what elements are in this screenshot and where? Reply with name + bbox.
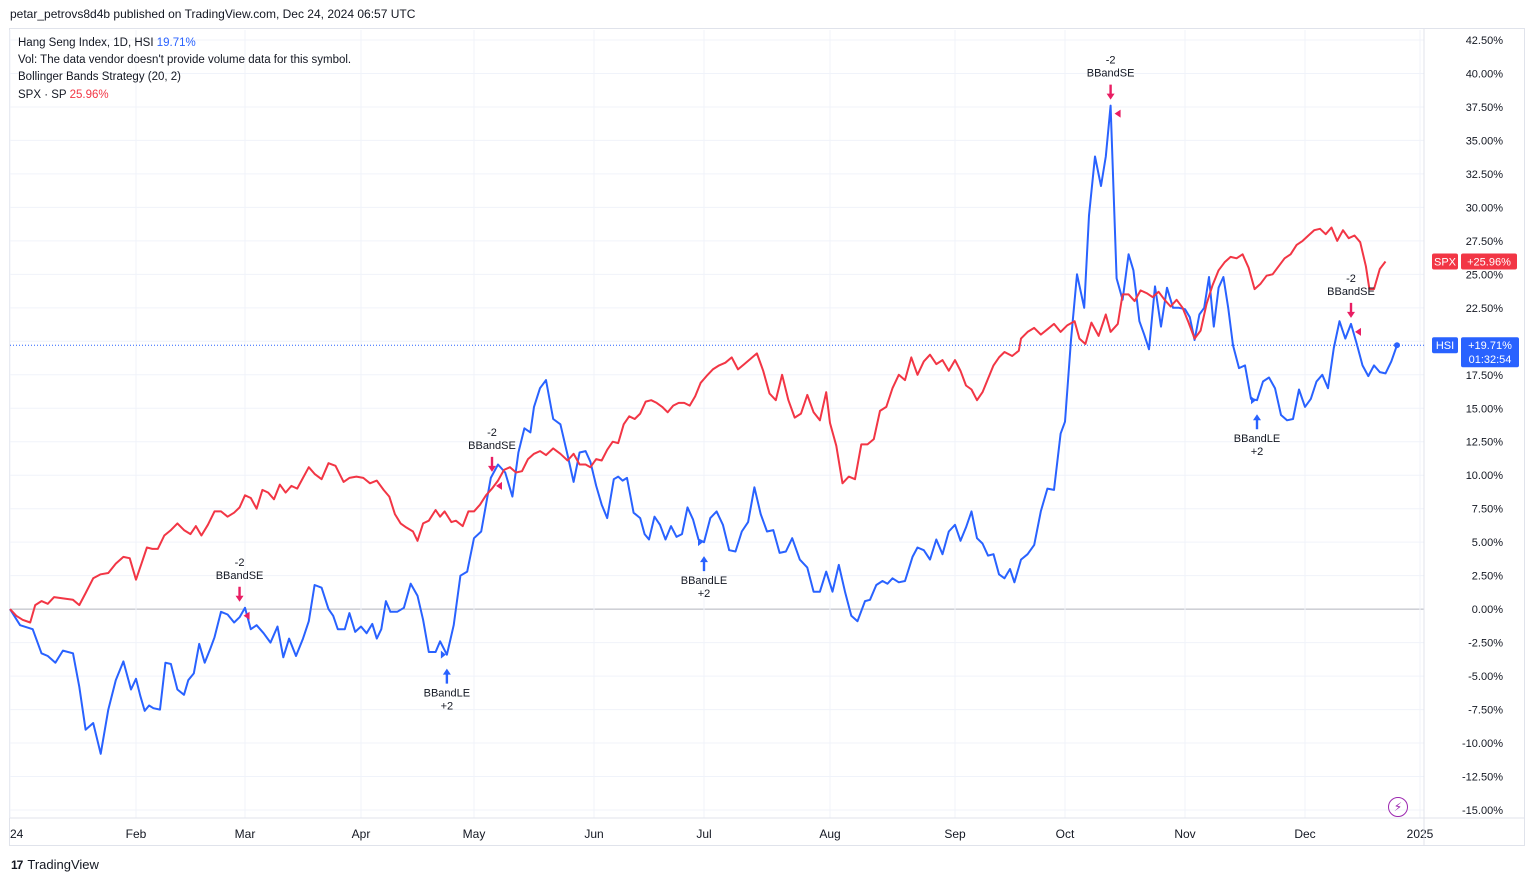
long-signal-arrow-icon — [1253, 414, 1261, 430]
y-tick-label: 0.00% — [1472, 604, 1503, 616]
hsi-value-badge-text: +19.71% — [1468, 340, 1512, 352]
footer-brand-text: TradingView — [27, 857, 99, 872]
y-tick-label: 12.50% — [1466, 437, 1504, 449]
x-tick-label: 24 — [10, 827, 24, 841]
legend-volume-note: Vol: The data vendor doesn't provide vol… — [18, 54, 352, 67]
signal-label: BBandSE — [1087, 68, 1135, 80]
spx-value-badge-text: +25.96% — [1467, 256, 1511, 268]
signal-qty: +2 — [1251, 446, 1264, 458]
hsi-name-badge-text: HSI — [1436, 340, 1454, 352]
long-entry-marker-icon — [1251, 396, 1256, 405]
signal-qty: -2 — [487, 427, 497, 439]
long-signal-arrow-icon — [700, 556, 708, 572]
hsi-last-point — [1394, 342, 1400, 349]
series-line-hsi[interactable] — [9, 104, 1398, 755]
signal-label: BBandSE — [468, 440, 516, 452]
y-tick-label: 5.00% — [1472, 537, 1503, 549]
x-tick-label: Sep — [944, 827, 966, 841]
y-tick-label: -10.00% — [1462, 738, 1503, 750]
x-tick-label: Jun — [584, 827, 603, 841]
legend-symbol-name: Hang Seng Index, 1D, HSI — [18, 37, 154, 49]
y-tick-label: 7.50% — [1472, 504, 1503, 516]
short-signal-arrow-icon — [1106, 84, 1115, 100]
signal-qty: +2 — [698, 588, 711, 600]
x-tick-label: Dec — [1294, 827, 1315, 841]
x-tick-label: 2025 — [1407, 827, 1434, 841]
short-signal-arrow-icon — [488, 456, 496, 472]
long-entry-marker-icon — [440, 650, 446, 659]
y-tick-label: 10.00% — [1466, 470, 1504, 482]
footer-brand: 17 TradingView — [11, 857, 99, 872]
signal-label: BBandLE — [1234, 433, 1280, 445]
long-entry-marker-icon — [698, 538, 703, 547]
x-tick-label: Aug — [819, 827, 840, 841]
y-tick-label: 2.50% — [1472, 571, 1503, 583]
y-tick-label: 40.00% — [1466, 68, 1504, 80]
signal-qty: -2 — [1106, 55, 1116, 67]
y-tick-label: 25.00% — [1466, 269, 1504, 281]
legend-symbol-pct: 19.71% — [156, 37, 196, 49]
signal-label: BBandSE — [216, 570, 264, 582]
x-tick-label: May — [463, 827, 486, 841]
legend-compare-row[interactable]: SPX · SP 25.96% — [18, 87, 351, 104]
x-tick-label: Nov — [1174, 827, 1195, 841]
long-signal-arrow-icon — [442, 668, 451, 684]
y-tick-label: 42.50% — [1466, 35, 1504, 47]
legend-strategy[interactable]: Bollinger Bands Strategy (20, 2) — [18, 71, 182, 84]
short-signal-arrow-icon — [1347, 302, 1355, 318]
short-entry-marker-icon — [496, 481, 502, 490]
x-tick-label: Jul — [696, 827, 711, 841]
x-tick-label: Mar — [235, 827, 256, 841]
published-info: petar_petrovs8d4b published on TradingVi… — [10, 7, 416, 21]
y-tick-label: -15.00% — [1462, 805, 1503, 817]
hsi-value-badge — [1461, 337, 1519, 368]
y-tick-label: -12.50% — [1462, 772, 1503, 784]
hsi-countdown-text: 01:32:54 — [1469, 354, 1512, 366]
signal-qty: -2 — [1346, 273, 1356, 285]
spx-name-badge — [1432, 253, 1458, 270]
lightning-icon[interactable]: ⚡ — [1388, 797, 1408, 817]
signal-label: BBandLE — [424, 688, 470, 700]
signal-qty: +2 — [441, 701, 454, 713]
y-tick-label: 35.00% — [1466, 135, 1504, 147]
y-tick-label: 37.50% — [1466, 102, 1504, 114]
spx-name-badge-text: SPX — [1434, 256, 1457, 268]
x-tick-label: Apr — [352, 827, 371, 841]
y-tick-label: 22.50% — [1466, 303, 1504, 315]
short-entry-marker-icon — [1355, 327, 1361, 336]
legend-compare-pct: 25.96% — [69, 88, 109, 101]
y-tick-label: 17.50% — [1466, 370, 1504, 382]
spx-value-badge — [1461, 253, 1517, 270]
x-tick-label: Feb — [126, 827, 147, 841]
series-line-spx[interactable] — [9, 226, 1387, 624]
short-signal-arrow-icon — [235, 586, 244, 602]
legend-compare-name: SPX · SP — [18, 88, 67, 101]
y-tick-label: -7.50% — [1468, 705, 1503, 717]
hsi-name-badge — [1432, 337, 1458, 354]
y-tick-label: 27.50% — [1466, 236, 1504, 248]
chart-legend: Hang Seng Index, 1D, HSI 19.71% Vol: The… — [18, 35, 351, 104]
y-tick-label: 32.50% — [1466, 169, 1504, 181]
signal-qty: -2 — [235, 557, 245, 569]
signal-label: BBandLE — [681, 575, 727, 587]
y-tick-label: 15.00% — [1466, 403, 1504, 415]
signal-label: BBandSE — [1327, 286, 1375, 298]
y-tick-label: -5.00% — [1468, 671, 1503, 683]
x-tick-label: Oct — [1056, 827, 1075, 841]
y-tick-label: 30.00% — [1466, 202, 1504, 214]
short-entry-marker-icon — [243, 611, 250, 620]
y-tick-label: -2.50% — [1468, 638, 1503, 650]
short-entry-marker-icon — [1114, 109, 1121, 118]
legend-symbol-row[interactable]: Hang Seng Index, 1D, HSI 19.71% — [18, 35, 351, 52]
tradingview-logo-icon: 17 — [11, 857, 23, 872]
